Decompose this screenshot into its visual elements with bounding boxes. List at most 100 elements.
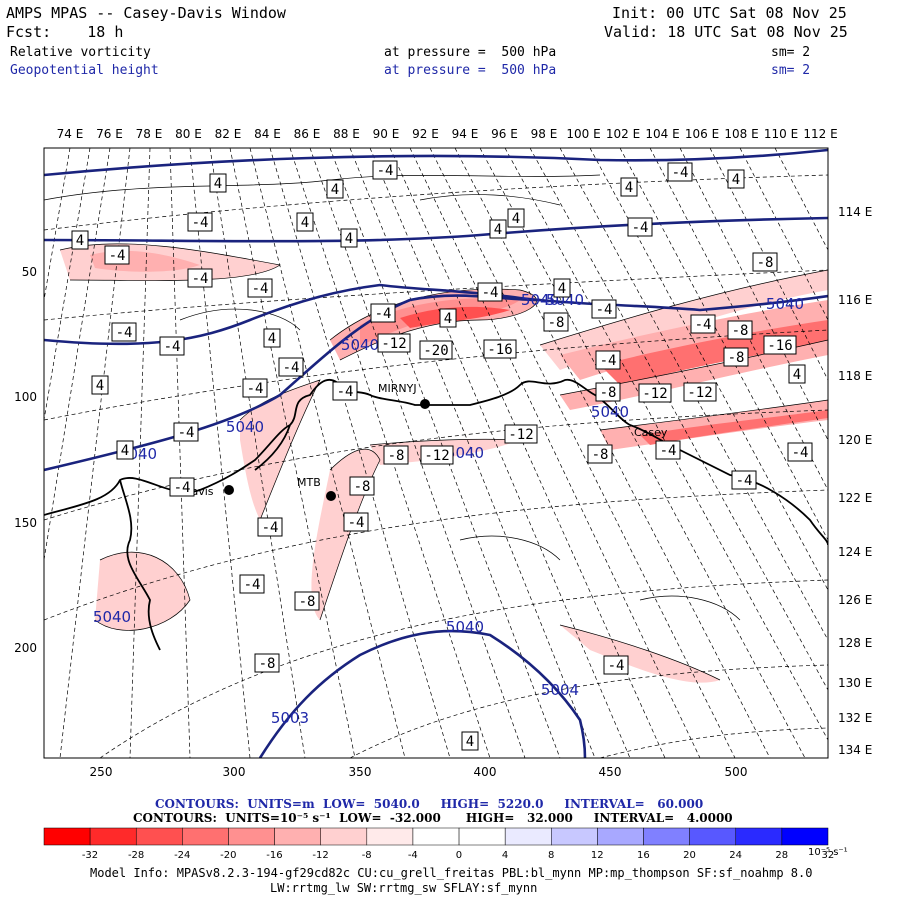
top-lon-label: 102 E bbox=[606, 127, 640, 141]
vorticity-contour-label: -4 bbox=[667, 162, 693, 182]
colorbar-tick-label: -20 bbox=[220, 850, 236, 861]
vorticity-label-text: -4 bbox=[792, 445, 809, 461]
right-lon-label: 128 E bbox=[838, 636, 872, 650]
vorticity-label-text: -4 bbox=[116, 325, 133, 341]
colorbar-swatch bbox=[781, 827, 829, 846]
top-lon-label: 108 E bbox=[724, 127, 758, 141]
height-label-text: 5003 bbox=[271, 709, 309, 727]
vorticity-contour-label: 4 bbox=[263, 328, 281, 348]
top-lon-label: 74 E bbox=[57, 127, 84, 141]
bottom-axis-label: 500 bbox=[725, 765, 748, 779]
vorticity-contour-label: -4 bbox=[187, 212, 213, 232]
field2-name: Geopotential height bbox=[10, 63, 159, 78]
colorbar-unit: 10⁻⁵ s⁻¹ bbox=[808, 847, 848, 858]
top-lon-label: 90 E bbox=[373, 127, 400, 141]
colorbar-tick-label: 8 bbox=[548, 850, 554, 861]
colorbar-tick-label: -28 bbox=[128, 850, 144, 861]
height-contour-label: 5040 bbox=[446, 444, 484, 462]
vorticity-label-text: 4 bbox=[466, 734, 474, 750]
vorticity-contour-label: 4 bbox=[71, 230, 89, 250]
vorticity-label-text: 4 bbox=[558, 281, 566, 297]
field2-smoothing: sm= 2 bbox=[771, 63, 811, 78]
height-label-text: 5004 bbox=[541, 681, 579, 699]
height-label-text: 5040 bbox=[591, 403, 629, 421]
vorticity-label-text: -4 bbox=[348, 515, 365, 531]
top-lon-label: 104 E bbox=[645, 127, 679, 141]
colorbar-swatch bbox=[643, 827, 690, 846]
colorbar-swatch bbox=[458, 827, 506, 846]
vorticity-label-text: 4 bbox=[512, 211, 520, 227]
map-frame bbox=[43, 147, 829, 759]
colorbar-tick-label: -24 bbox=[174, 850, 190, 861]
vorticity-label-text: -4 bbox=[109, 248, 126, 264]
vorticity-label-text: -16 bbox=[767, 338, 792, 354]
vorticity-label-text: -4 bbox=[174, 480, 191, 496]
model-info-line1: Model Info: MPASv8.2.3-194-gf29cd82c CU:… bbox=[90, 866, 813, 880]
top-lon-label: 106 E bbox=[685, 127, 719, 141]
vorticity-contour-label: -8 bbox=[254, 653, 280, 673]
vorticity-contour-label: -4 bbox=[159, 336, 185, 356]
vorticity-label-text: -8 bbox=[757, 255, 774, 271]
vorticity-contour-label: -8 bbox=[383, 445, 409, 465]
vorticity-label-text: 4 bbox=[121, 443, 129, 459]
colorbar-swatch bbox=[597, 827, 644, 846]
forecast-hour: Fcst: 18 h bbox=[6, 23, 124, 41]
height-label-text: 5040 bbox=[446, 444, 484, 462]
vorticity-contour-label: -4 bbox=[247, 278, 273, 298]
vorticity-label-text: -8 bbox=[732, 323, 749, 339]
map-title: AMPS MPAS -- Casey-Davis Window bbox=[6, 4, 286, 22]
vorticity-label-text: -4 bbox=[608, 658, 625, 674]
vorticity-contour-label: -4 bbox=[372, 160, 398, 180]
vorticity-contour-label: -4 bbox=[690, 314, 716, 334]
top-lon-label: 82 E bbox=[215, 127, 242, 141]
colorbar-swatch bbox=[504, 827, 552, 846]
colorbar-tick-label: -4 bbox=[408, 850, 418, 861]
colorbar-swatch bbox=[182, 827, 229, 846]
colorbar-tick-label: 16 bbox=[637, 850, 650, 861]
bottom-axis-label: 400 bbox=[474, 765, 497, 779]
field1-name: Relative vorticity bbox=[10, 45, 151, 60]
station-label-casey: Casey bbox=[634, 426, 668, 439]
model-info-line2: LW:rrtmg_lw SW:rrtmg_sw SFLAY:sf_mynn bbox=[270, 881, 538, 895]
vorticity-label-text: -4 bbox=[192, 271, 209, 287]
vorticity-contour-label: -16 bbox=[763, 335, 797, 355]
top-lon-label: 84 E bbox=[254, 127, 281, 141]
vorticity-contour-label: -8 bbox=[294, 591, 320, 611]
vorticity-contour-label: -8 bbox=[723, 347, 749, 367]
height-label-text: 5040 bbox=[521, 291, 559, 309]
vorticity-label-text: -8 bbox=[728, 350, 745, 366]
vorticity-contour-label: -12 bbox=[683, 382, 717, 402]
colorbar-swatch bbox=[551, 827, 598, 846]
left-axis-label: 150 bbox=[14, 516, 37, 530]
colorbar-tick-label: 32 bbox=[822, 850, 835, 861]
top-lon-label: 98 E bbox=[531, 127, 558, 141]
height-label-text: 5040 bbox=[93, 608, 131, 626]
vorticity-label-text: -4 bbox=[377, 163, 394, 179]
height-contour-label: 5040 bbox=[521, 291, 559, 309]
vorticity-label-text: 4 bbox=[214, 176, 222, 192]
colorbar-swatch bbox=[689, 827, 737, 846]
vorticity-contour-label: 4 bbox=[439, 308, 457, 328]
right-lon-label: 120 E bbox=[838, 433, 872, 447]
vorticity-label-text: 4 bbox=[444, 311, 452, 327]
vorticity-contour-label: -4 bbox=[242, 378, 268, 398]
vorticity-contour-label: -4 bbox=[787, 442, 813, 462]
top-lon-label: 110 E bbox=[764, 127, 798, 141]
vorticity-contour-label: -8 bbox=[727, 320, 753, 340]
field1-smoothing: sm= 2 bbox=[771, 45, 811, 60]
top-lon-label: 76 E bbox=[96, 127, 123, 141]
vorticity-contour-label: -8 bbox=[752, 252, 778, 272]
vorticity-contour-label: 4 bbox=[116, 440, 134, 460]
height-label-text: 5040 bbox=[226, 418, 264, 436]
vorticity-label-text: -4 bbox=[178, 425, 195, 441]
colorbar-tick-label: 4 bbox=[502, 850, 508, 861]
height-contour-label: 5040 bbox=[226, 418, 264, 436]
vorticity-label-text: -4 bbox=[164, 339, 181, 355]
vorticity-label-text: -8 bbox=[299, 594, 316, 610]
top-lon-label: 100 E bbox=[566, 127, 600, 141]
vorticity-contour-label: 4 bbox=[788, 364, 806, 384]
vorticity-contour-label: -4 bbox=[731, 470, 757, 490]
colorbar-swatch bbox=[366, 827, 414, 846]
right-lon-label: 126 E bbox=[838, 593, 872, 607]
